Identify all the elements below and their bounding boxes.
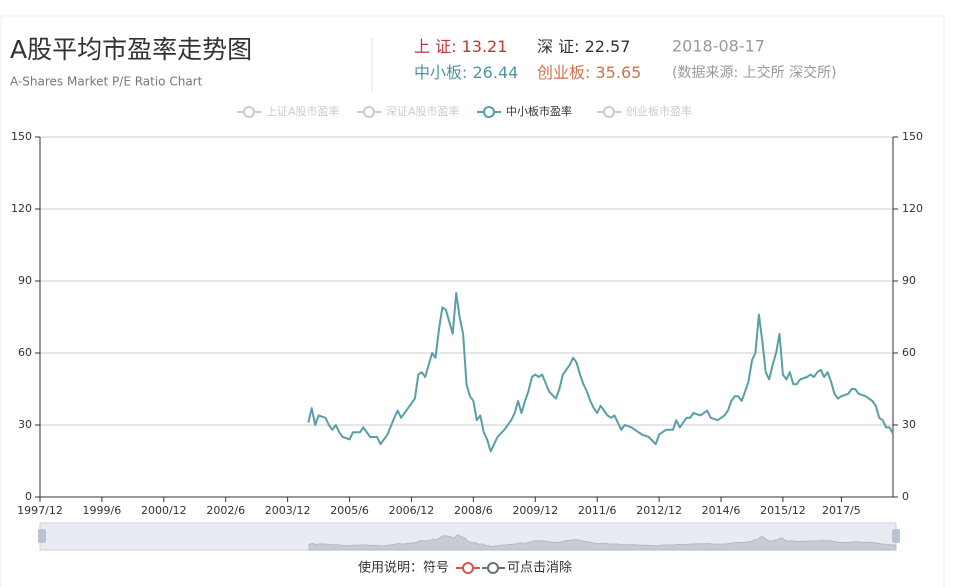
x-tick-label: 2014/6: [702, 504, 741, 517]
x-tick-label: 1997/12: [17, 504, 63, 517]
legend-symbol: [483, 106, 495, 118]
y2-tick-label: 150: [902, 130, 923, 143]
y2-tick-label: 30: [902, 418, 916, 431]
x-tick-label: 2011/6: [578, 504, 617, 517]
subtitle: A-Shares Market P/E Ratio Chart: [10, 75, 203, 89]
x-tick-label: 2006/12: [389, 504, 435, 517]
x-tick-label: 2003/12: [265, 504, 311, 517]
stat-value: 22.57: [585, 37, 631, 56]
card-border: [0, 15, 945, 587]
zoom-shadow: [308, 534, 897, 551]
y-tick-label: 90: [18, 274, 32, 287]
legend-label[interactable]: 创业板市盈率: [626, 104, 692, 118]
x-tick-label: 2015/12: [760, 504, 806, 517]
legend-label[interactable]: 上证A股市盈率: [266, 104, 340, 118]
title: A股平均市盈率走势图: [10, 35, 252, 64]
stat: 创业板: 35.65: [537, 63, 641, 82]
legend-symbol: [363, 106, 375, 118]
y-tick-label: 60: [18, 346, 32, 359]
usage-note: 使用说明：符号: [358, 560, 449, 576]
y-tick-label: 30: [18, 418, 32, 431]
x-tick-label: 2008/6: [454, 504, 493, 517]
date: 2018-08-17: [672, 37, 765, 56]
y-tick-label: 120: [11, 202, 32, 215]
x-tick-label: 1999/6: [83, 504, 122, 517]
legend-label[interactable]: 中小板市盈率: [506, 104, 572, 118]
x-tick-label: 2012/12: [636, 504, 682, 517]
stat-label: 上 证:: [414, 37, 456, 56]
legend-label[interactable]: 深证A股市盈率: [386, 104, 460, 118]
y-tick-label: 150: [11, 130, 32, 143]
legend-symbol: [603, 106, 615, 118]
stat-label: 中小板:: [414, 63, 467, 82]
source: (数据来源: 上交所 深交所): [672, 64, 837, 81]
stat-value: 26.44: [473, 63, 519, 82]
y2-tick-label: 120: [902, 202, 923, 215]
usage-icon: [456, 562, 505, 574]
stat: 深 证: 22.57: [537, 37, 630, 56]
y2-tick-label: 0: [902, 490, 909, 503]
y-tick-label: 0: [25, 490, 32, 503]
stat: 中小板: 26.44: [414, 63, 518, 82]
stat-value: 35.65: [596, 63, 642, 82]
stat-label: 深 证:: [537, 37, 579, 56]
x-tick-label: 2005/6: [330, 504, 369, 517]
x-tick-label: 2009/12: [512, 504, 558, 517]
y2-tick-label: 90: [902, 274, 916, 287]
x-tick-label: 2002/6: [206, 504, 245, 517]
stat: 上 证: 13.21: [414, 37, 507, 56]
stat-value: 13.21: [462, 37, 508, 56]
series-line: [307, 292, 894, 453]
stat-label: 创业板:: [537, 63, 590, 82]
legend-symbol: [243, 106, 255, 118]
x-tick-label: 2017/5: [822, 504, 861, 517]
usage-note-end: 可点击消除: [507, 561, 572, 576]
x-tick-label: 2000/12: [141, 504, 187, 517]
zoom-handle[interactable]: [38, 529, 46, 543]
y2-tick-label: 60: [902, 346, 916, 359]
zoom-handle[interactable]: [892, 529, 900, 543]
